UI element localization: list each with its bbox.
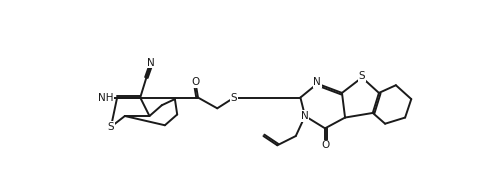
Text: O: O [191,77,200,87]
Text: S: S [231,93,238,102]
Text: S: S [359,71,366,81]
Text: N: N [301,111,309,121]
Text: S: S [108,122,114,132]
Text: NH: NH [98,93,114,102]
Text: O: O [321,140,329,150]
Text: N: N [147,58,155,68]
Text: N: N [313,77,321,87]
